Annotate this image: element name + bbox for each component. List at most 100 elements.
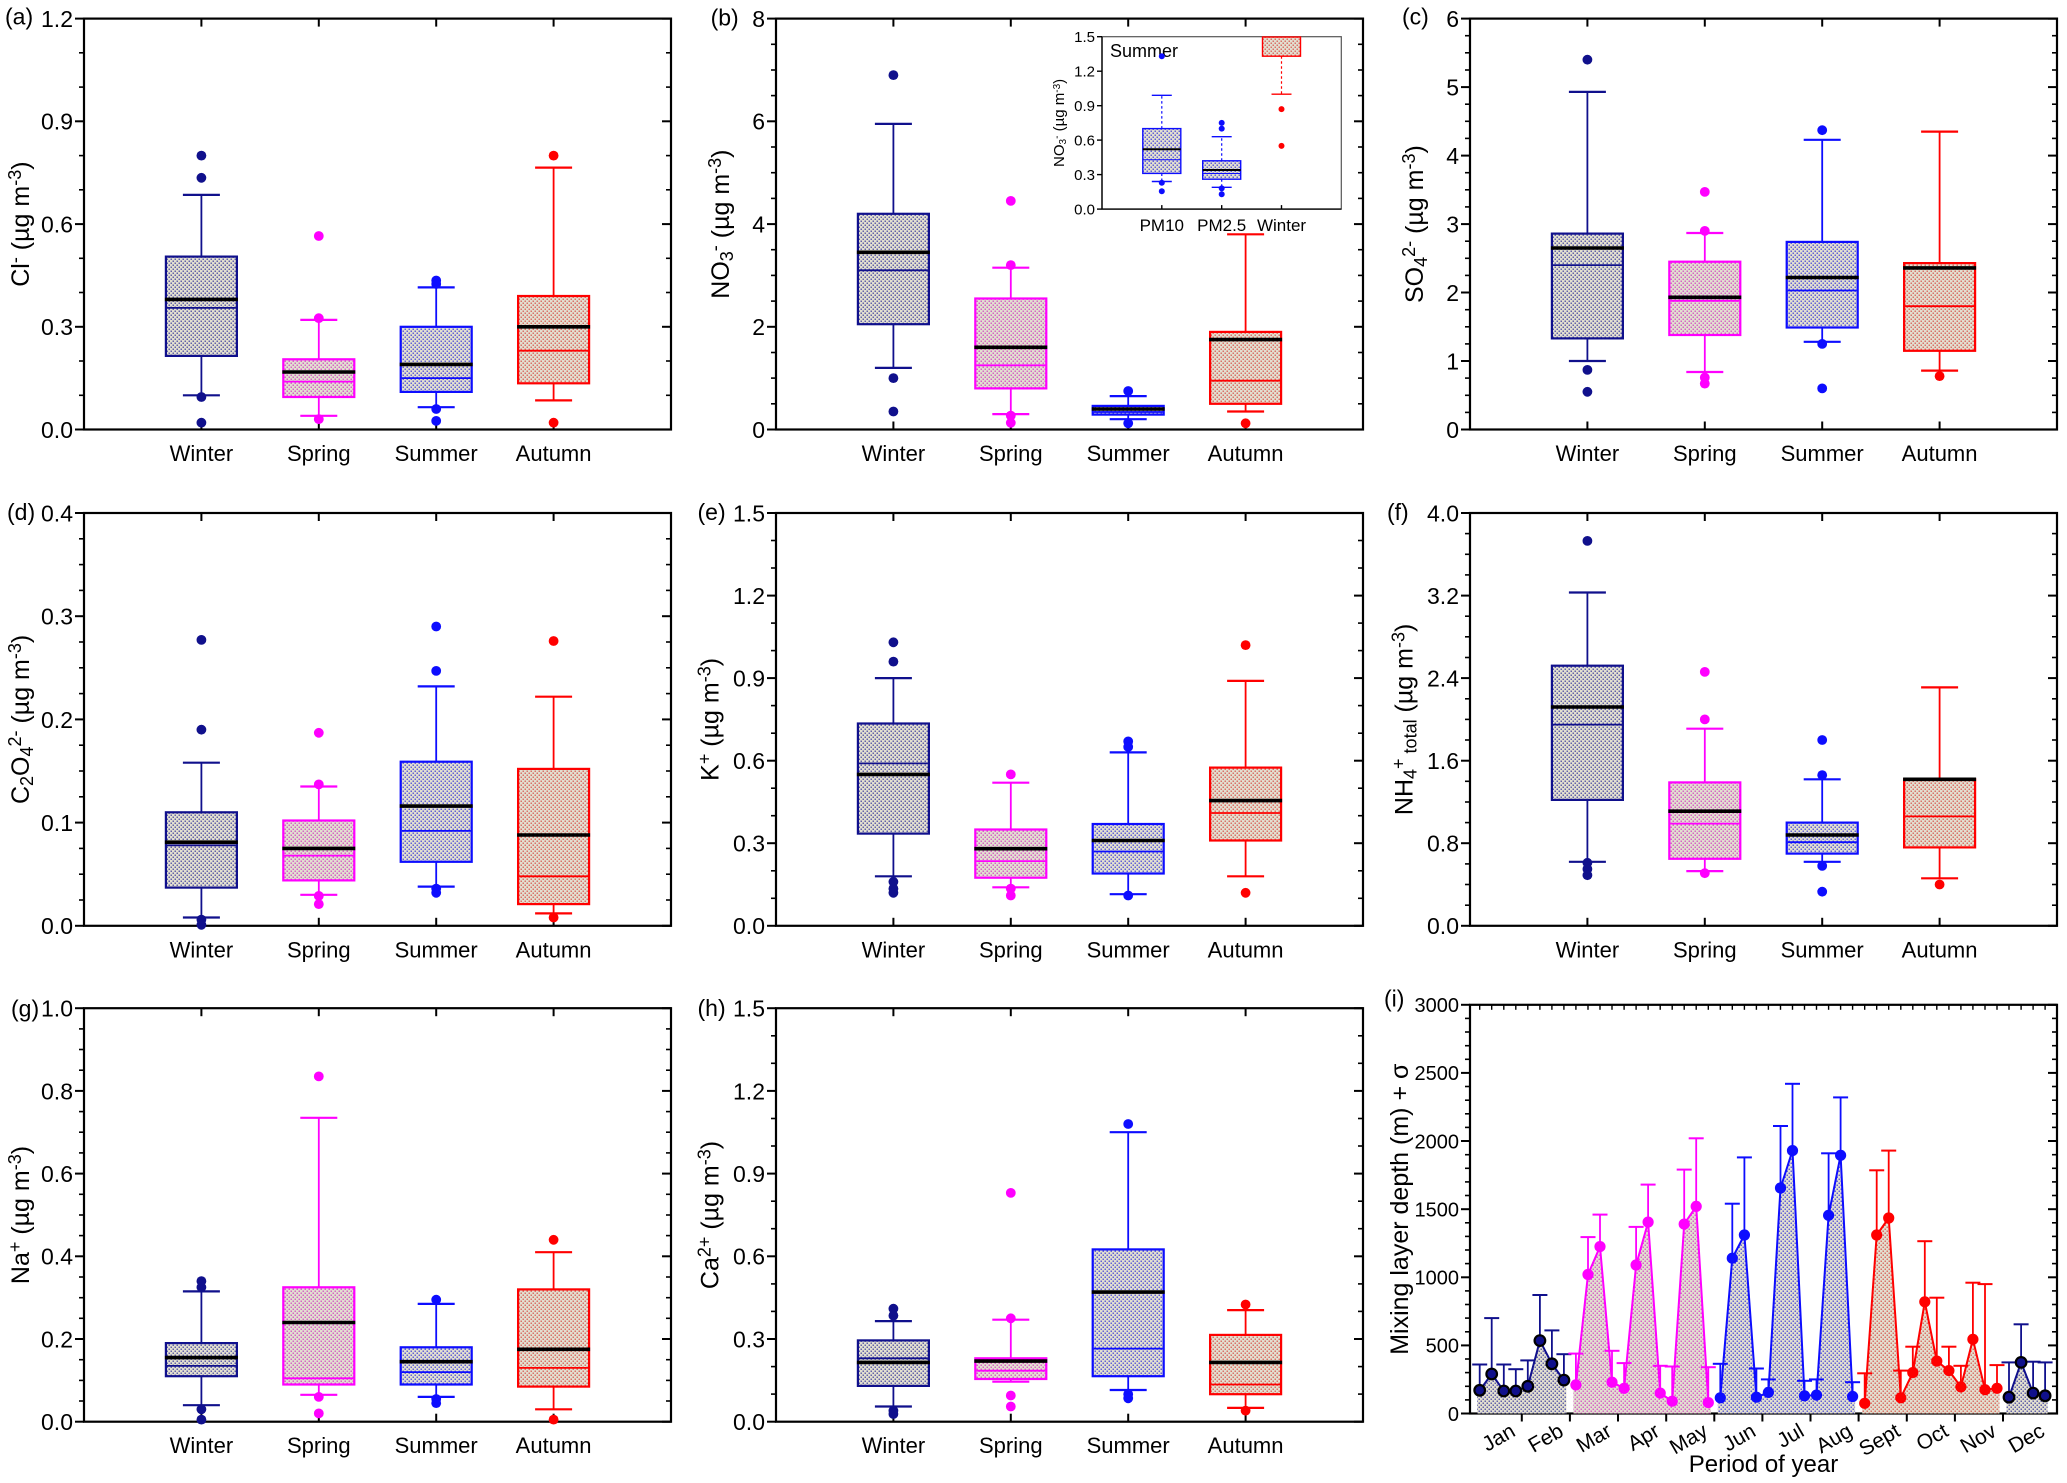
svg-text:2000: 2000 bbox=[1415, 1131, 1460, 1153]
svg-text:(d): (d) bbox=[7, 499, 35, 525]
svg-text:Spring: Spring bbox=[1673, 937, 1737, 962]
svg-text:Summer: Summer bbox=[1087, 937, 1170, 962]
svg-text:Winter: Winter bbox=[170, 937, 234, 962]
svg-text:Cl- (µg m-3): Cl- (µg m-3) bbox=[5, 161, 35, 286]
svg-text:(i): (i) bbox=[1384, 986, 1404, 1012]
svg-text:Mixing layer depth (m) + σ: Mixing layer depth (m) + σ bbox=[1386, 1063, 1414, 1355]
svg-text:(g): (g) bbox=[11, 995, 39, 1021]
svg-text:0.0: 0.0 bbox=[1074, 202, 1095, 219]
svg-text:Autumn: Autumn bbox=[516, 1433, 592, 1458]
svg-text:0.4: 0.4 bbox=[41, 1244, 73, 1270]
svg-text:SO42- (µg m-3): SO42- (µg m-3) bbox=[1399, 145, 1431, 303]
svg-text:0.6: 0.6 bbox=[41, 1161, 73, 1187]
svg-text:2.4: 2.4 bbox=[1427, 666, 1459, 692]
svg-text:Autumn: Autumn bbox=[1208, 937, 1284, 962]
svg-text:0: 0 bbox=[1448, 1404, 1459, 1426]
svg-text:1.2: 1.2 bbox=[733, 1078, 765, 1104]
svg-text:3000: 3000 bbox=[1415, 995, 1460, 1017]
svg-text:Spring: Spring bbox=[287, 441, 351, 466]
svg-text:Na+ (µg m-3): Na+ (µg m-3) bbox=[5, 1146, 35, 1284]
svg-text:Summer: Summer bbox=[395, 937, 478, 962]
svg-text:Winter: Winter bbox=[862, 937, 926, 962]
svg-text:PM10: PM10 bbox=[1140, 216, 1184, 235]
svg-text:(h): (h) bbox=[698, 995, 726, 1021]
svg-text:Winter: Winter bbox=[1556, 441, 1620, 466]
svg-text:Summer: Summer bbox=[1781, 937, 1864, 962]
svg-text:0.6: 0.6 bbox=[1074, 133, 1095, 150]
svg-text:3.2: 3.2 bbox=[1427, 583, 1459, 609]
svg-text:NH4+ total (µg m-3): NH4+ total (µg m-3) bbox=[1389, 624, 1421, 815]
svg-text:1.5: 1.5 bbox=[1074, 29, 1095, 46]
svg-text:0.0: 0.0 bbox=[41, 417, 73, 443]
svg-text:0.3: 0.3 bbox=[41, 314, 73, 340]
svg-text:1.2: 1.2 bbox=[1074, 64, 1095, 81]
svg-text:Spring: Spring bbox=[979, 937, 1043, 962]
svg-text:Summer: Summer bbox=[1087, 1433, 1170, 1458]
svg-text:0.1: 0.1 bbox=[41, 810, 73, 836]
svg-text:0.8: 0.8 bbox=[41, 1078, 73, 1104]
svg-text:0.3: 0.3 bbox=[1074, 167, 1095, 184]
svg-text:6: 6 bbox=[752, 109, 765, 135]
svg-text:(c): (c) bbox=[1402, 4, 1429, 30]
svg-text:Winter: Winter bbox=[170, 441, 234, 466]
svg-text:PM2.5: PM2.5 bbox=[1197, 216, 1246, 235]
svg-text:0.9: 0.9 bbox=[1074, 98, 1095, 115]
svg-text:1.5: 1.5 bbox=[733, 996, 765, 1022]
svg-text:1.2: 1.2 bbox=[41, 6, 73, 32]
svg-text:Winter: Winter bbox=[862, 441, 926, 466]
svg-text:0.9: 0.9 bbox=[41, 109, 73, 135]
svg-text:Spring: Spring bbox=[1673, 441, 1737, 466]
svg-text:(a): (a) bbox=[5, 4, 33, 30]
svg-text:K+ (µg m-3): K+ (µg m-3) bbox=[695, 658, 725, 781]
svg-text:3: 3 bbox=[1446, 212, 1459, 238]
svg-text:(b): (b) bbox=[711, 4, 739, 30]
svg-text:1500: 1500 bbox=[1415, 1200, 1460, 1222]
svg-text:Summer: Summer bbox=[1110, 41, 1178, 61]
svg-text:2500: 2500 bbox=[1415, 1063, 1460, 1085]
svg-text:C2O42- (µg m-3): C2O42- (µg m-3) bbox=[5, 635, 37, 804]
svg-text:5: 5 bbox=[1446, 75, 1459, 101]
svg-text:2: 2 bbox=[1446, 280, 1459, 306]
svg-text:0.0: 0.0 bbox=[1427, 913, 1459, 939]
svg-text:2: 2 bbox=[752, 314, 765, 340]
svg-text:0.6: 0.6 bbox=[733, 748, 765, 774]
svg-text:4: 4 bbox=[1446, 143, 1459, 169]
svg-text:Summer: Summer bbox=[1781, 441, 1864, 466]
svg-text:Summer: Summer bbox=[395, 1433, 478, 1458]
svg-text:0.3: 0.3 bbox=[733, 831, 765, 857]
svg-text:Summer: Summer bbox=[395, 441, 478, 466]
svg-text:4: 4 bbox=[752, 212, 765, 238]
svg-text:0.8: 0.8 bbox=[1427, 831, 1459, 857]
svg-text:1.6: 1.6 bbox=[1427, 748, 1459, 774]
svg-text:0.9: 0.9 bbox=[733, 666, 765, 692]
svg-text:1: 1 bbox=[1446, 348, 1459, 374]
svg-text:0: 0 bbox=[752, 417, 765, 443]
svg-text:0.3: 0.3 bbox=[41, 604, 73, 630]
svg-text:0.0: 0.0 bbox=[41, 1409, 73, 1435]
svg-text:NO3- (µg m-3): NO3- (µg m-3) bbox=[1051, 79, 1069, 167]
svg-text:0: 0 bbox=[1446, 417, 1459, 443]
svg-text:Autumn: Autumn bbox=[1902, 937, 1978, 962]
svg-text:Autumn: Autumn bbox=[1208, 1433, 1284, 1458]
svg-text:0.6: 0.6 bbox=[41, 212, 73, 238]
svg-text:Winter: Winter bbox=[1556, 937, 1620, 962]
svg-text:Winter: Winter bbox=[862, 1433, 926, 1458]
svg-text:Autumn: Autumn bbox=[516, 937, 592, 962]
svg-text:0.2: 0.2 bbox=[41, 1326, 73, 1352]
svg-text:Spring: Spring bbox=[979, 1433, 1043, 1458]
svg-text:0.9: 0.9 bbox=[733, 1161, 765, 1187]
svg-text:6: 6 bbox=[1446, 6, 1459, 32]
svg-text:0.3: 0.3 bbox=[733, 1326, 765, 1352]
svg-text:Period of year: Period of year bbox=[1689, 1451, 1838, 1478]
svg-text:1000: 1000 bbox=[1415, 1268, 1460, 1290]
svg-text:0.0: 0.0 bbox=[41, 913, 73, 939]
svg-text:Spring: Spring bbox=[287, 1433, 351, 1458]
svg-text:500: 500 bbox=[1426, 1336, 1459, 1358]
svg-text:1.5: 1.5 bbox=[733, 500, 765, 526]
svg-text:Autumn: Autumn bbox=[1208, 441, 1284, 466]
svg-text:Autumn: Autumn bbox=[1902, 441, 1978, 466]
svg-text:NO3- (µg m-3): NO3- (µg m-3) bbox=[705, 149, 737, 298]
svg-text:0.2: 0.2 bbox=[41, 707, 73, 733]
svg-text:1.0: 1.0 bbox=[41, 996, 73, 1022]
svg-text:(e): (e) bbox=[698, 499, 726, 525]
